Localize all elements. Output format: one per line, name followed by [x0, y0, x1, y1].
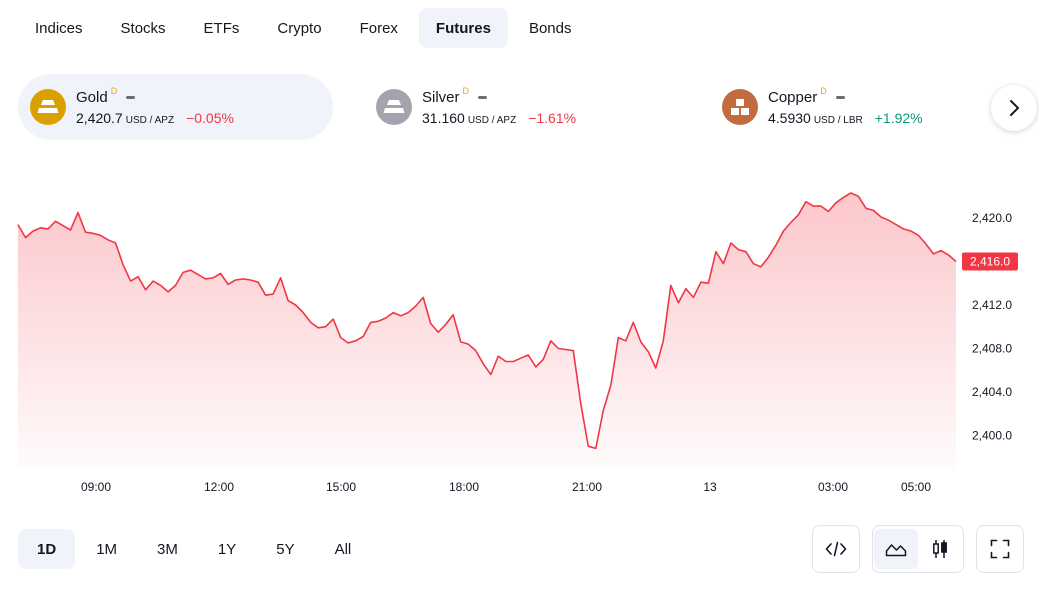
code-icon: [825, 541, 847, 557]
tab-etfs[interactable]: ETFs: [203, 19, 240, 37]
y-tick-label: 2,408.0: [972, 341, 1012, 355]
x-tick-label: 05:00: [901, 480, 931, 494]
symbol-card-gold[interactable]: Gold D 2,420.7 USD / APZ −0.05%: [18, 74, 333, 140]
range-1y[interactable]: 1Y: [217, 540, 237, 558]
symbol-name: Silver: [422, 88, 460, 106]
range-1d[interactable]: 1D: [18, 529, 76, 569]
symbol-change: −1.61%: [528, 109, 577, 126]
chevron-right-icon: [1010, 100, 1019, 116]
x-tick-label: 15:00: [326, 480, 356, 494]
y-tick-label: 2,420.0: [972, 211, 1012, 225]
area-chart-icon: [885, 544, 907, 557]
symbol-name: Gold: [76, 88, 108, 106]
range-1m[interactable]: 1M: [96, 540, 118, 558]
delayed-badge: D: [110, 86, 118, 96]
symbol-card-copper[interactable]: Copper D 4.5930 USD / LBR +1.92%: [710, 74, 1025, 140]
copper-blocks-icon: [722, 89, 758, 125]
x-tick-label: 12:00: [204, 480, 234, 494]
fullscreen-button[interactable]: [976, 525, 1024, 573]
x-tick-label: 03:00: [818, 480, 848, 494]
silver-bars-icon: [376, 89, 412, 125]
market-status-icon: [126, 95, 136, 99]
tab-crypto[interactable]: Crypto: [277, 19, 322, 37]
fullscreen-icon: [990, 539, 1010, 559]
x-tick-label: 13: [703, 480, 717, 494]
embed-button[interactable]: [812, 525, 860, 573]
range-selector: 1D 1M 3M 1Y 5Y All: [18, 529, 370, 569]
y-tick-label: 2,404.0: [972, 385, 1012, 399]
symbol-name: Copper: [768, 88, 818, 106]
candlestick-icon: [933, 540, 947, 558]
tab-bonds[interactable]: Bonds: [528, 19, 572, 37]
range-3m[interactable]: 3M: [157, 540, 178, 558]
market-status-icon: [478, 95, 488, 99]
market-tabs: Indices Stocks ETFs Crypto Forex Futures…: [18, 8, 588, 48]
price-chart[interactable]: 2,400.0 2,404.0 2,408.0 2,412.0 2,420.0 2,416…: [0, 160, 1039, 500]
current-price-label: 2,416.0: [970, 255, 1010, 269]
symbol-price: 4.5930: [768, 109, 811, 126]
symbol-change: −0.05%: [186, 109, 234, 126]
price-area-fill: [18, 193, 956, 468]
range-5y[interactable]: 5Y: [276, 540, 295, 558]
price-line: [17, 192, 957, 450]
x-tick-label: 18:00: [449, 480, 479, 494]
symbol-unit: USD / APZ: [467, 114, 517, 126]
symbol-change: +1.92%: [874, 109, 923, 126]
symbol-price: 2,420.7: [76, 109, 123, 126]
x-tick-label: 09:00: [81, 480, 111, 494]
delayed-badge: D: [462, 86, 470, 96]
market-status-icon: [835, 95, 845, 99]
tab-indices[interactable]: Indices: [35, 19, 83, 37]
range-all[interactable]: All: [334, 540, 352, 558]
area-chart-button[interactable]: [874, 529, 918, 569]
gold-bars-icon: [30, 89, 66, 125]
symbol-price: 31.160: [422, 109, 465, 126]
tab-stocks[interactable]: Stocks: [120, 19, 166, 37]
symbol-card-silver[interactable]: Silver D 31.160 USD / APZ −1.61%: [364, 74, 679, 140]
next-symbols-button[interactable]: [991, 85, 1037, 131]
candlestick-button[interactable]: [918, 529, 962, 569]
y-tick-label: 2,400.0: [972, 428, 1012, 442]
symbol-unit: USD / LBR: [813, 114, 863, 126]
tab-forex[interactable]: Forex: [359, 19, 398, 37]
y-tick-label: 2,412.0: [972, 298, 1012, 312]
x-tick-label: 21:00: [572, 480, 602, 494]
current-price-badge: [962, 252, 1018, 271]
delayed-badge: D: [820, 86, 827, 96]
tab-futures[interactable]: Futures: [418, 8, 508, 48]
symbol-unit: USD / APZ: [125, 114, 175, 126]
symbol-cards: Gold D 2,420.7 USD / APZ −0.05% Silver D…: [18, 74, 1039, 140]
chart-style-toggle: [872, 525, 964, 573]
